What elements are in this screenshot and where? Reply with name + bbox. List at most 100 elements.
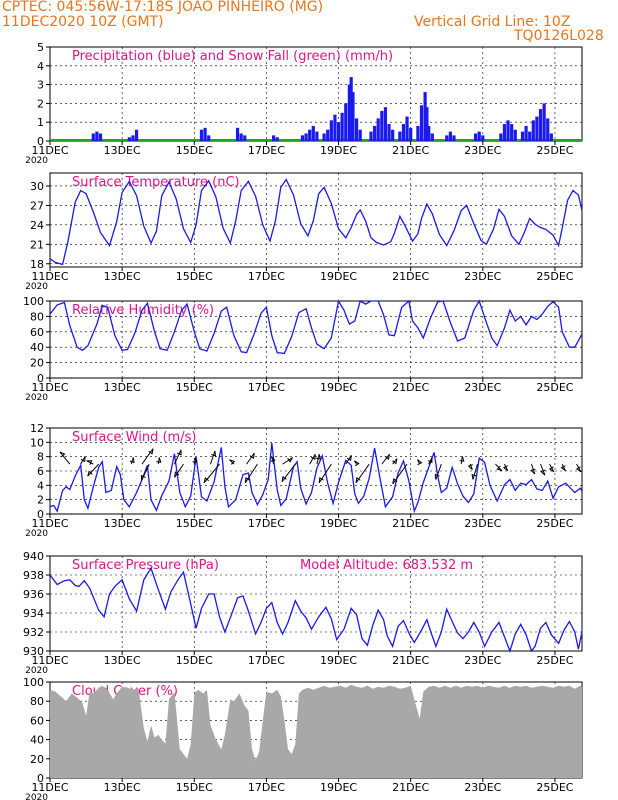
y-tick-label: 24 [30,219,44,232]
wind-vector-head [346,455,352,462]
wind-vector-head [318,477,324,483]
wind-vector [281,463,296,483]
y-tick-label: 1 [37,116,44,129]
series-line [49,566,583,653]
precip-bar [513,129,517,141]
precip-bar [452,135,456,141]
precip-bar [98,133,103,141]
wind-vector-head [354,460,360,467]
wind-vector-head [80,456,86,463]
wind-vector [210,450,216,465]
precip-bar [506,120,510,141]
precip-bar [430,133,434,141]
precip-bar [322,133,326,141]
wind-vector [309,453,316,465]
y-tick-label: 10 [30,436,44,449]
wind-vector [59,451,71,465]
panel-title: Surface Wind (m/s) [72,430,196,445]
y-tick-label: 20 [30,357,44,370]
wind-vector [173,449,182,465]
year-label: 2020 [25,282,48,292]
wind-vector-head [59,451,66,458]
grid-note: Vertical Grid Line: 10Z [414,14,571,30]
wind-vector [345,455,352,465]
wind-vector-head [417,459,423,466]
x-tick-label: 11DEC [31,144,68,157]
y-tick-label: 80 [30,695,44,708]
precip-bar [243,135,247,141]
x-tick-label: 15DEC [176,654,213,667]
precip-bar [531,120,535,141]
y-tick-label: 20 [30,753,44,766]
precip-bar [131,135,135,141]
wind-vector [244,463,258,484]
wind-vector-head [174,471,180,478]
x-tick-label: 21DEC [392,144,429,157]
x-tick-label: 23DEC [464,144,501,157]
y-tick-label: 60 [30,714,44,727]
x-tick-label: 25DEC [536,517,573,530]
precip-bar [315,131,319,141]
wind-vector-head [315,454,321,460]
wind-vector-head [560,465,566,472]
x-tick-label: 21DEC [392,270,429,283]
wind-vector [392,463,408,485]
y-tick-label: 3 [37,79,44,92]
precip-bar [549,133,553,141]
precip-bar [425,107,429,141]
precip-bar [376,118,380,141]
x-tick-label: 17DEC [248,517,285,530]
wind-vector [561,463,566,471]
wind-vector [130,457,134,465]
precip-bar [239,133,243,141]
x-tick-label: 21DEC [392,781,429,794]
wind-vector-head [467,464,473,470]
run-date: 11DEC2020 10Z (GMT) [2,14,164,30]
y-tick-label: 930 [23,645,44,658]
wind-vector-head [270,456,276,462]
wind-vector [141,463,150,481]
x-tick-label: 13DEC [104,144,141,157]
x-tick-label: 25DEC [536,144,573,157]
y-tick-label: 40 [30,734,44,747]
precip-bar [351,92,355,141]
x-tick-label: 23DEC [464,517,501,530]
x-tick-label: 23DEC [464,270,501,283]
panel-title: Surface Pressure (hPa) [72,558,219,573]
wind-vector-head [540,469,546,476]
y-tick-label: 18 [30,258,44,271]
panel-title: Surface Temperature (nC) [72,175,240,190]
y-tick-label: 4 [37,479,44,492]
wind-vector [282,457,293,465]
y-tick-label: 934 [23,607,44,620]
y-tick-label: 0 [37,772,44,785]
x-tick-label: 13DEC [104,270,141,283]
precip-bar [333,114,337,141]
x-tick-label: 25DEC [536,270,573,283]
wind-vector-head [355,477,361,483]
precip-bar [520,131,525,141]
wind-vector [174,463,184,478]
wind-vector-head [86,460,93,466]
x-tick-label: 19DEC [320,781,357,794]
x-tick-label: 21DEC [392,517,429,530]
precip-bar [203,127,207,141]
precip-bar [272,135,276,141]
y-tick-label: 938 [23,569,44,582]
y-tick-label: 40 [30,341,44,354]
precip-bar [542,103,546,141]
y-tick-label: 60 [30,326,44,339]
y-tick-label: 0 [37,372,44,385]
precip-bar [329,120,333,141]
precip-bar [300,135,305,141]
year-label: 2020 [25,529,48,539]
precip-bar [391,129,395,141]
wind-vector-head [281,475,287,482]
wind-vector [87,463,100,477]
wind-vector [141,448,154,465]
x-tick-label: 11DEC [31,781,68,794]
precip-bar [445,135,449,141]
wind-vector [86,460,94,465]
y-tick-label: 5 [37,41,44,54]
